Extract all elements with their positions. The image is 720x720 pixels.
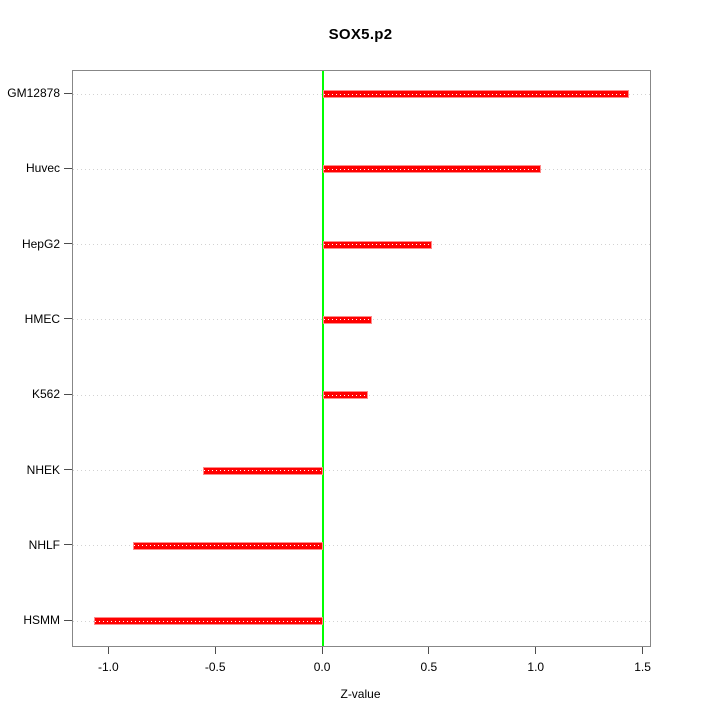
y-tick-label: NHEK: [26, 462, 60, 477]
x-axis-tick: [642, 647, 644, 654]
zero-baseline-line: [322, 71, 324, 646]
bar: [323, 391, 368, 400]
bar-dotted-centerline: [324, 93, 628, 95]
y-tick-label: HSMM: [23, 613, 60, 628]
bar: [323, 90, 629, 98]
y-tick-label: HMEC: [24, 311, 60, 326]
x-tick-label: 0.5: [420, 660, 438, 674]
y-axis-tick: [64, 619, 72, 621]
x-axis-tick: [214, 647, 216, 654]
x-tick-label: 1.0: [527, 660, 545, 674]
y-axis-tick: [64, 167, 72, 169]
y-axis-tick: [64, 393, 72, 395]
chart-title: SOX5.p2: [328, 26, 393, 43]
y-axis-tick: [64, 469, 72, 470]
gridline: [73, 545, 650, 547]
y-axis-tick: [64, 544, 72, 546]
bar-dotted-centerline: [324, 244, 432, 246]
bar-dotted-centerline: [204, 470, 323, 471]
x-tick-label: -0.5: [204, 660, 226, 674]
x-tick-label: -1.0: [97, 660, 119, 674]
bar: [323, 240, 433, 249]
y-tick-label: HepG2: [21, 236, 60, 251]
bar: [323, 165, 541, 174]
bar: [323, 315, 373, 324]
bar-dotted-centerline: [324, 319, 372, 321]
bar-dotted-centerline: [324, 168, 540, 170]
y-tick-label: K562: [31, 387, 60, 402]
bar-dotted-centerline: [95, 620, 323, 622]
y-axis-tick: [64, 318, 72, 320]
y-axis-tick: [64, 243, 72, 245]
bar-dotted-centerline: [133, 545, 323, 547]
y-tick-label: Huvec: [25, 161, 60, 176]
y-axis-tick: [64, 92, 72, 94]
gridline: [73, 470, 650, 471]
x-axis-tick: [428, 647, 430, 654]
x-tick-label: 0.0: [313, 660, 331, 674]
x-axis-tick: [321, 647, 323, 654]
y-tick-label: NHLF: [28, 537, 60, 552]
plot-area: [72, 70, 651, 647]
x-axis-title: Z-value: [340, 687, 381, 701]
y-tick-label: GM12878: [7, 86, 60, 100]
bar-dotted-centerline: [324, 394, 367, 396]
x-axis-tick: [535, 647, 537, 654]
gridline: [73, 620, 650, 622]
bar: [203, 466, 324, 475]
x-tick-label: 1.5: [634, 660, 651, 674]
bar: [94, 617, 324, 626]
x-axis-tick: [107, 647, 109, 654]
bar: [132, 541, 324, 550]
